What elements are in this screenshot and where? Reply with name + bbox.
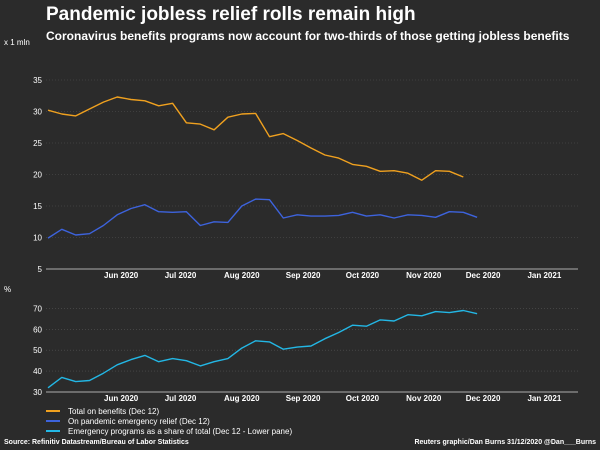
- top-x-tick-label: Oct 2020: [346, 271, 380, 280]
- bottom-x-tick-label: Jul 2020: [165, 394, 197, 403]
- top-x-tick-label: Dec 2020: [466, 271, 501, 280]
- legend-item-share: Emergency programs as a share of total (…: [46, 426, 292, 436]
- top-y-tick-label: 25: [33, 139, 42, 148]
- top-series-line-total: [47, 96, 464, 181]
- legend-swatch-pandemic: [46, 420, 60, 422]
- top-x-tick-label: Sep 2020: [286, 271, 321, 280]
- bottom-y-tick-label: 50: [33, 346, 42, 355]
- top-y-tick-label: 10: [33, 234, 42, 243]
- bottom-x-tick-label: Nov 2020: [406, 394, 442, 403]
- top-y-tick-label: 20: [33, 171, 42, 180]
- bottom-x-tick-label: Aug 2020: [224, 394, 260, 403]
- top-x-tick-label: Aug 2020: [224, 271, 260, 280]
- legend-swatch-share: [46, 430, 60, 432]
- legend-swatch-total: [46, 410, 60, 412]
- top-x-tick-label: Jul 2020: [165, 271, 197, 280]
- top-pane-unit-label: x 1 mln: [4, 38, 30, 47]
- credit-note: Reuters graphic/Dan Burns 31/12/2020 @Da…: [414, 439, 596, 446]
- bottom-x-tick-label: Jan 2021: [527, 394, 561, 403]
- legend-item-total: Total on benefits (Dec 12): [46, 406, 292, 416]
- bottom-pane: 30 40 50 60 70 Jun 2020 Jul 2020 Aug 2020 Sep 20…: [33, 304, 578, 403]
- legend-label-share: Emergency programs as a share of total (…: [68, 426, 293, 436]
- bottom-y-tick-label: 40: [33, 367, 42, 376]
- bottom-x-tick-label: Oct 2020: [346, 394, 380, 403]
- top-y-tick-label: 15: [33, 202, 42, 211]
- top-x-tick-label: Jun 2020: [104, 271, 139, 280]
- bottom-x-tick-label: Jun 2020: [104, 394, 139, 403]
- top-series-line-pandemic: [47, 198, 478, 239]
- legend-label-total: Total on benefits (Dec 12): [68, 406, 160, 416]
- bottom-x-tick-label: Sep 2020: [286, 394, 321, 403]
- bottom-y-tick-label: 70: [33, 304, 42, 313]
- bottom-y-tick-label: 30: [33, 388, 42, 397]
- bottom-series-line-share: [47, 309, 478, 389]
- source-note: Source: Refinitiv Datastream/Bureau of L…: [4, 439, 189, 446]
- top-x-tick-label: Jan 2021: [527, 271, 561, 280]
- chart-title: Pandemic jobless relief rolls remain hig…: [46, 4, 416, 25]
- bottom-x-tick-label: Dec 2020: [466, 394, 501, 403]
- top-x-tick-label: Nov 2020: [406, 271, 442, 280]
- top-y-tick-label: 5: [38, 265, 43, 274]
- legend: Total on benefits (Dec 12) On pandemic e…: [46, 406, 292, 436]
- legend-item-pandemic: On pandemic emergency relief (Dec 12): [46, 416, 292, 426]
- top-pane: 5 10 15 20 25 30 35 Jun 2020 Jul 2020 Aug 2020 Sep…: [33, 76, 578, 280]
- bottom-pane-unit-label: %: [4, 285, 12, 294]
- bottom-y-tick-label: 60: [33, 325, 42, 334]
- chart-subtitle: Coronavirus benefits programs now accoun…: [46, 29, 570, 43]
- top-y-tick-label: 30: [33, 108, 42, 117]
- top-y-tick-label: 35: [33, 76, 42, 85]
- legend-label-pandemic: On pandemic emergency relief (Dec 12): [68, 416, 210, 426]
